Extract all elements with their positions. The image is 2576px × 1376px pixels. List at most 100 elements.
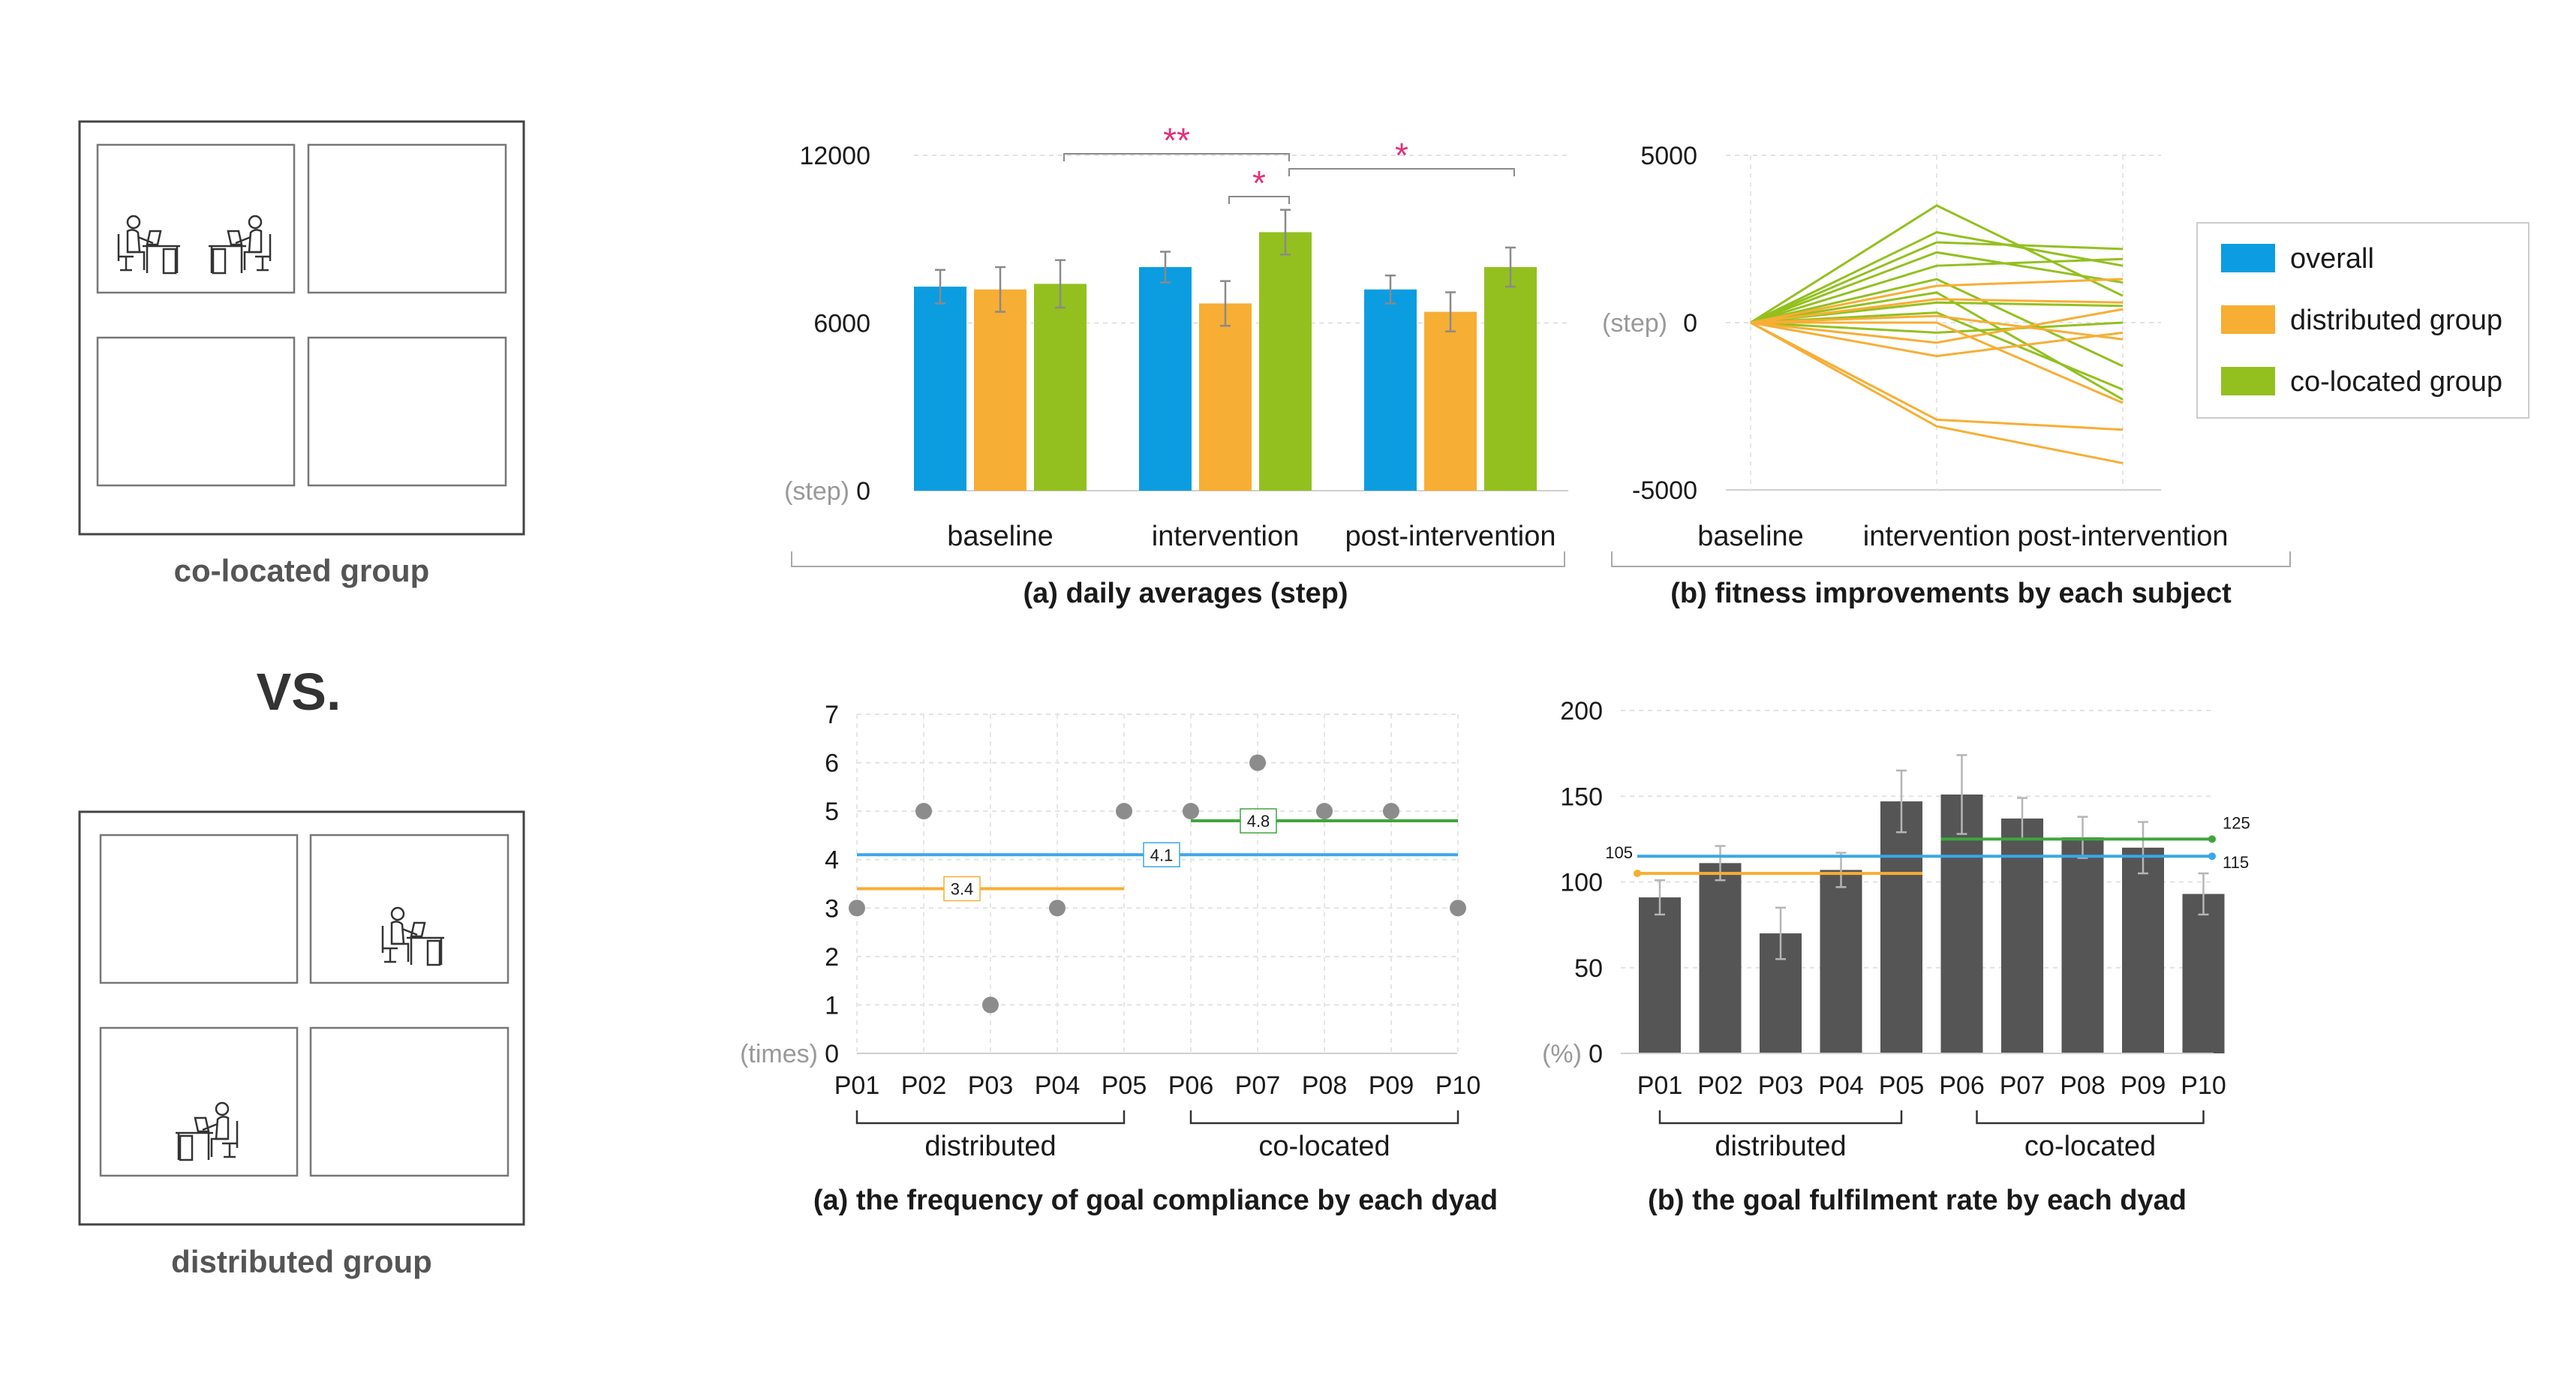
chart-title: (a) the frequency of goal compliance by … [813,1185,1498,1216]
group-bracket [1976,1110,2205,1125]
legend-label: overall [2290,243,2374,275]
left-panel: co-located group VS. distributed group [78,120,525,1279]
significance-marker: * [1395,136,1408,175]
series-line [1750,308,2124,344]
y-tick-label: 100 [1560,869,1603,897]
data-point [1183,803,1199,820]
x-category-label: intervention [1152,521,1299,552]
y-tick-label: 150 [1560,783,1603,811]
series-line [1750,314,2124,341]
x-category-label: P05 [1879,1071,1925,1100]
mean-label-box [1240,808,1277,834]
mean-label: 3.4 [951,879,974,898]
x-category-label: P03 [968,1071,1014,1100]
person-at-desk-icon [207,215,272,275]
data-point [1249,754,1266,771]
x-category-label: P09 [1369,1071,1414,1100]
bar [914,287,966,491]
bar [1139,267,1192,491]
series-line [1750,278,2124,324]
caption-bracket [1611,551,2291,567]
y-axis-label: (times) [740,1040,818,1068]
caption-bracket [791,551,1565,567]
distributed-room-cell-2 [309,834,509,984]
mean-line-end [2208,835,2216,843]
distributed-room-cell-3 [99,1026,299,1177]
series-line [1750,321,2124,464]
y-tick-label: 50 [1574,954,1603,983]
y-tick-label: 0 [856,477,870,506]
bar [1364,289,1417,491]
distributed-room-frame [78,810,525,1226]
series-line [1750,204,2124,324]
series-line [1750,298,2124,324]
colocated-room-cell-2 [307,143,507,294]
series-line [1750,321,2124,358]
mean-label: 105 [1605,843,1633,862]
x-category-label: P06 [1168,1071,1214,1100]
y-tick-label: 5000 [1640,142,1697,170]
y-tick-label: 0 [1683,309,1697,338]
data-point [1383,803,1399,820]
legend-swatch [2221,305,2275,334]
colocated-group-label: co-located group [174,553,430,588]
x-category-label: P10 [2181,1071,2226,1100]
group-label: co-located [2024,1131,2156,1162]
group-bracket [1658,1110,1903,1125]
data-point [1049,900,1066,917]
series-line [1750,278,2124,368]
series-line [1750,251,2124,324]
x-category-label: intervention [1863,521,2010,552]
goal-compliance-chart: 0 1 2 3 4 5 6 7 (times) P01 P02 P03 P04 P05 P06 P07 P08 P… [740,701,1498,1216]
bar [1820,870,1862,1053]
group-label: co-located [1258,1131,1390,1162]
series-line [1750,241,2124,324]
x-category-label: P08 [1302,1071,1348,1100]
data-point [1450,900,1466,917]
y-tick-label: 7 [825,701,839,729]
mean-label: 4.1 [1150,846,1174,864]
x-category-label: P07 [1235,1071,1281,1100]
colocated-room-cell-1 [96,143,296,294]
x-category-label: P08 [2060,1071,2106,1100]
mean-label-box [1143,842,1180,868]
x-category-label: P09 [2121,1071,2166,1100]
y-tick-label: 0 [1589,1040,1603,1068]
significance-bracket [1063,153,1290,161]
person-at-desk-icon [174,1101,239,1161]
y-tick-label: 1 [825,991,839,1020]
x-category-label: P03 [1758,1071,1804,1100]
significance-marker: * [1252,164,1266,203]
bar [1424,311,1477,491]
y-tick-label: 0 [825,1040,839,1068]
bar [1259,232,1312,491]
y-tick-label: 5 [825,798,839,826]
distributed-room-cell-1 [99,834,299,984]
x-category-label: baseline [1697,521,1804,552]
legend-swatch [2221,367,2275,395]
x-category-label: P01 [1637,1071,1683,1100]
bar [974,289,1026,491]
x-category-label: P05 [1102,1071,1147,1100]
x-category-label: baseline [947,521,1054,552]
bar [1484,267,1537,491]
x-category-label: P01 [834,1071,880,1100]
mean-label: 115 [2223,853,2249,872]
significance-marker: ** [1163,121,1190,160]
y-axis-label: (step) [1602,309,1667,338]
group-label: distributed [1715,1131,1846,1162]
y-tick-label: 4 [825,846,839,875]
data-point [849,900,865,917]
y-tick-label: -5000 [1632,476,1697,505]
distributed-group-label: distributed group [171,1244,432,1279]
daily-averages-chart: 0 6000 12000 (step) baseline intervention post… [784,121,1568,609]
mean-line-end [1634,870,1641,878]
x-category-label: P02 [901,1071,947,1100]
series-line [1751,321,2124,404]
bar [2061,837,2104,1053]
significance-bracket [1288,168,1515,176]
group-bracket [855,1110,1126,1125]
group-label: distributed [924,1131,1056,1162]
bar [2182,894,2225,1053]
